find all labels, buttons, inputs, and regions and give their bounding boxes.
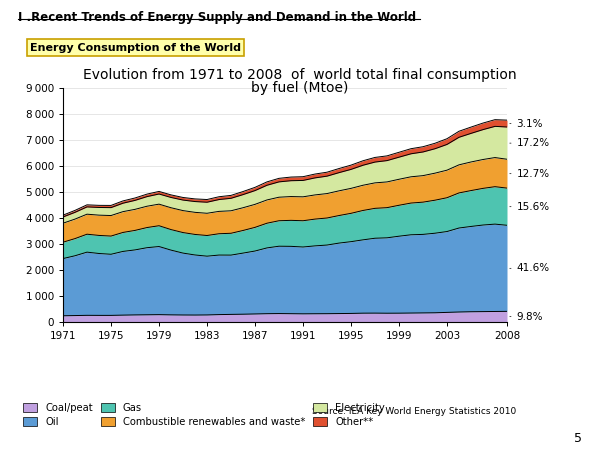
Text: 17.2%: 17.2% — [510, 138, 550, 148]
Text: Source: IEA Key World Energy Statistics 2010: Source: IEA Key World Energy Statistics … — [312, 407, 516, 416]
Text: 9.8%: 9.8% — [510, 311, 543, 322]
Text: 15.6%: 15.6% — [510, 202, 550, 211]
Text: 12.7%: 12.7% — [510, 169, 550, 179]
Text: Evolution from 1971 to 2008  of  world total final consumption: Evolution from 1971 to 2008 of world tot… — [83, 68, 517, 82]
Legend: Coal/peat, Oil, Gas, Combustible renewables and waste*, Electricity, Other**: Coal/peat, Oil, Gas, Combustible renewab… — [23, 403, 385, 427]
Text: 41.6%: 41.6% — [510, 263, 550, 273]
Text: Energy Consumption of the World: Energy Consumption of the World — [30, 43, 241, 53]
Text: by fuel (Mtoe): by fuel (Mtoe) — [251, 81, 349, 95]
Text: I .Recent Trends of Energy Supply and Demand in the World: I .Recent Trends of Energy Supply and De… — [18, 11, 416, 24]
Text: 5: 5 — [574, 432, 582, 446]
Text: 3.1%: 3.1% — [510, 118, 543, 129]
